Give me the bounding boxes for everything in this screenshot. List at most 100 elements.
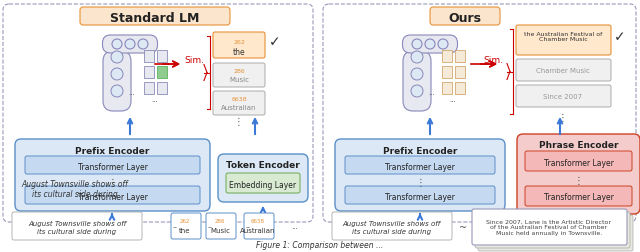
Text: 262: 262 <box>180 219 190 224</box>
Circle shape <box>111 52 123 64</box>
Text: Music: Music <box>229 77 249 83</box>
Bar <box>143 83 154 94</box>
Text: 262: 262 <box>233 39 245 44</box>
Circle shape <box>111 86 123 98</box>
FancyBboxPatch shape <box>213 64 265 88</box>
Text: Transformer Layer: Transformer Layer <box>543 158 613 167</box>
FancyBboxPatch shape <box>206 213 236 239</box>
Text: August Townsville shows off
its cultural side during: August Townsville shows off its cultural… <box>28 220 126 234</box>
Bar <box>143 51 154 63</box>
Text: ⋮: ⋮ <box>234 116 244 127</box>
Text: Prefix Encoder: Prefix Encoder <box>76 146 150 155</box>
Text: Ours: Ours <box>449 11 481 24</box>
FancyBboxPatch shape <box>15 139 210 211</box>
FancyBboxPatch shape <box>80 8 230 26</box>
FancyBboxPatch shape <box>213 33 265 59</box>
Circle shape <box>411 69 423 81</box>
FancyBboxPatch shape <box>25 186 200 204</box>
Text: August Townsville shows off
its cultural side during: August Townsville shows off its cultural… <box>22 179 128 199</box>
Text: the: the <box>179 227 191 233</box>
Text: Transformer Layer: Transformer Layer <box>77 192 147 201</box>
Circle shape <box>411 86 423 98</box>
Bar <box>454 51 465 63</box>
Text: 286: 286 <box>215 219 225 224</box>
Text: ✓: ✓ <box>269 35 281 49</box>
Text: Chamber Music: Chamber Music <box>536 68 590 74</box>
Bar <box>442 67 451 79</box>
FancyBboxPatch shape <box>103 52 131 112</box>
Text: Sim.: Sim. <box>483 55 503 64</box>
FancyBboxPatch shape <box>478 215 633 251</box>
FancyBboxPatch shape <box>525 186 632 206</box>
FancyBboxPatch shape <box>25 156 200 174</box>
Text: Standard LM: Standard LM <box>110 11 200 24</box>
Text: the Australian Festival of
Chamber Music: the Australian Festival of Chamber Music <box>524 32 602 42</box>
Text: Transformer Layer: Transformer Layer <box>543 193 613 202</box>
FancyBboxPatch shape <box>102 36 157 54</box>
FancyBboxPatch shape <box>517 135 640 214</box>
Text: ✓: ✓ <box>614 30 626 44</box>
FancyBboxPatch shape <box>345 156 495 174</box>
Text: Since 2007: Since 2007 <box>543 94 582 100</box>
Text: Transformer Layer: Transformer Layer <box>385 192 455 201</box>
Bar <box>157 83 166 94</box>
Text: Transformer Layer: Transformer Layer <box>385 162 455 171</box>
Text: --: -- <box>246 223 250 229</box>
FancyBboxPatch shape <box>516 60 611 82</box>
Text: Since 2007, Lane is the Artistic Director
of the Australian Festival of Chamber
: Since 2007, Lane is the Artistic Directo… <box>486 219 611 235</box>
Bar <box>157 67 166 79</box>
Circle shape <box>138 40 148 50</box>
Bar <box>442 83 451 94</box>
Text: ...: ... <box>429 90 435 96</box>
Bar <box>143 67 154 79</box>
Circle shape <box>412 40 422 50</box>
Text: ~: ~ <box>459 222 467 232</box>
FancyBboxPatch shape <box>403 52 431 112</box>
FancyBboxPatch shape <box>171 213 201 239</box>
Text: 6638: 6638 <box>251 219 265 224</box>
Text: ...: ... <box>129 90 136 96</box>
FancyBboxPatch shape <box>244 213 274 239</box>
Text: --: -- <box>207 223 212 229</box>
FancyBboxPatch shape <box>525 151 632 171</box>
Text: the: the <box>233 47 245 56</box>
FancyBboxPatch shape <box>516 26 611 56</box>
FancyBboxPatch shape <box>475 212 630 248</box>
Circle shape <box>111 69 123 81</box>
Bar <box>157 51 166 63</box>
Text: 6638: 6638 <box>231 96 247 101</box>
Circle shape <box>438 40 448 50</box>
Text: ⋮: ⋮ <box>573 175 584 185</box>
FancyBboxPatch shape <box>213 92 265 115</box>
Text: ...: ... <box>450 97 456 103</box>
FancyBboxPatch shape <box>226 173 300 193</box>
Text: Phrase Encoder: Phrase Encoder <box>539 141 618 150</box>
FancyBboxPatch shape <box>12 212 142 240</box>
FancyBboxPatch shape <box>335 139 505 211</box>
FancyBboxPatch shape <box>345 186 495 204</box>
Text: --: -- <box>173 223 177 229</box>
Text: Australian: Australian <box>221 105 257 111</box>
Bar <box>442 51 451 63</box>
Text: ⋮: ⋮ <box>558 113 568 122</box>
Circle shape <box>411 52 423 64</box>
FancyBboxPatch shape <box>403 36 458 54</box>
Text: Figure 1: Comparison between ...: Figure 1: Comparison between ... <box>257 241 383 249</box>
Circle shape <box>112 40 122 50</box>
Text: Prefix Encoder: Prefix Encoder <box>383 146 457 155</box>
Text: Australian: Australian <box>240 227 276 233</box>
Circle shape <box>125 40 135 50</box>
Text: Sim.: Sim. <box>184 55 204 64</box>
Text: 286: 286 <box>233 68 245 73</box>
Text: Music: Music <box>210 227 230 233</box>
Text: ...: ... <box>292 223 298 229</box>
Text: Embedding Layer: Embedding Layer <box>229 180 296 189</box>
FancyBboxPatch shape <box>323 5 636 222</box>
FancyBboxPatch shape <box>472 209 627 245</box>
Text: August Townsville shows off
its cultural side during: August Townsville shows off its cultural… <box>343 220 441 234</box>
Text: ...: ... <box>152 97 158 103</box>
FancyBboxPatch shape <box>332 212 452 240</box>
Text: ⋮: ⋮ <box>415 177 425 187</box>
FancyBboxPatch shape <box>218 154 308 202</box>
FancyBboxPatch shape <box>516 86 611 108</box>
